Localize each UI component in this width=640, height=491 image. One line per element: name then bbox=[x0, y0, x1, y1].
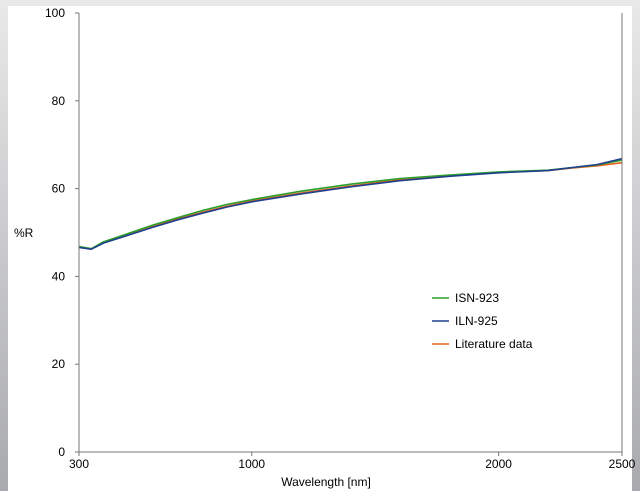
y-tick-label: 60 bbox=[52, 182, 66, 196]
legend-label-literature-data: Literature data bbox=[455, 337, 533, 351]
y-tick-label: 80 bbox=[52, 94, 66, 108]
x-axis-label: Wavelength [nm] bbox=[281, 475, 371, 489]
y-tick-label: 20 bbox=[52, 357, 66, 371]
axes bbox=[78, 13, 623, 453]
x-tick-label: 1000 bbox=[238, 457, 265, 471]
legend-label-iln-925: ILN-925 bbox=[455, 314, 498, 328]
series-line-iln-925 bbox=[78, 157, 623, 250]
x-tick-label: 2000 bbox=[485, 457, 512, 471]
x-tick-label: 2500 bbox=[609, 457, 636, 471]
y-tick-label: 40 bbox=[52, 269, 66, 283]
y-tick-label: 100 bbox=[45, 6, 65, 20]
legend-label-isn-923: ISN-923 bbox=[455, 291, 499, 305]
legend: ISN-923 ILN-925 Literature data bbox=[432, 291, 533, 351]
y-axis-label: %R bbox=[14, 226, 34, 240]
chart-panel bbox=[8, 6, 632, 491]
x-tick-label: 300 bbox=[69, 457, 89, 471]
y-tick-label: 0 bbox=[58, 445, 65, 459]
